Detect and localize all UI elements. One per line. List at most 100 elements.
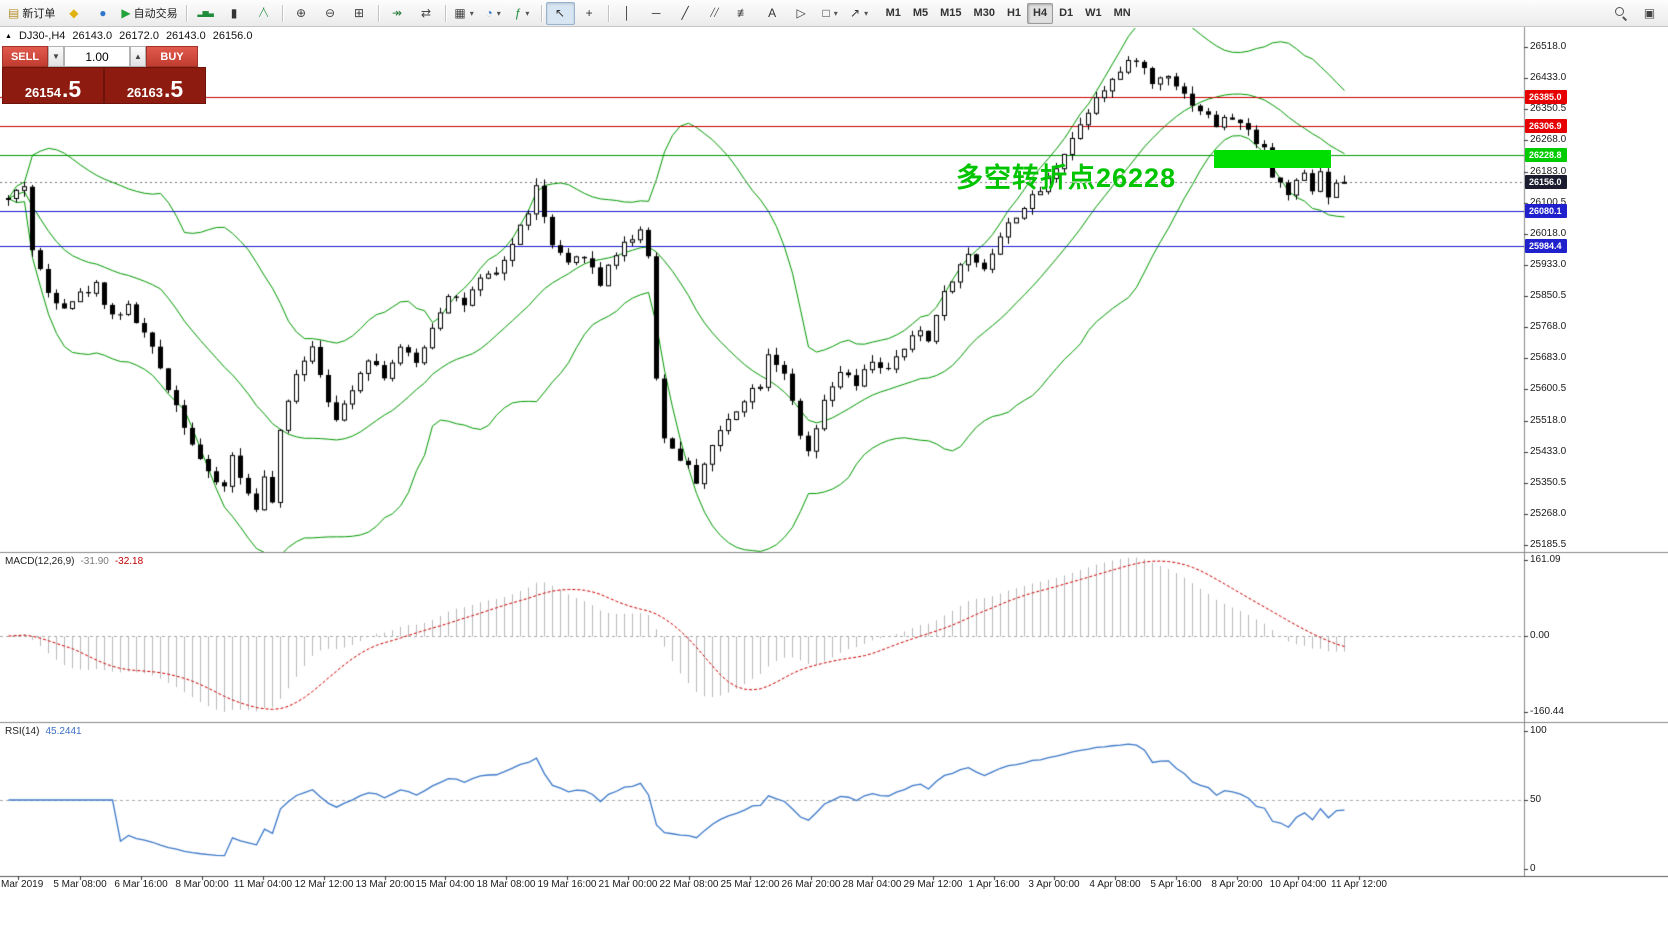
zoom-in-button[interactable]: ⊕	[287, 2, 316, 25]
macd-label: MACD(12,26,9) -31.90 -32.18	[5, 556, 143, 567]
cursor-button[interactable]: ↖	[545, 1, 575, 25]
vertical-line-button[interactable]: │	[613, 2, 642, 25]
crosshair-button[interactable]: +	[575, 2, 604, 25]
time-axis-label: 4 Apr 08:00	[1089, 879, 1141, 890]
search-button[interactable]	[1606, 2, 1635, 25]
new-chart-dropdown[interactable]: ▦ ▾	[450, 2, 479, 25]
trendline-button[interactable]: ╱	[671, 2, 700, 25]
hline-price-flag: 26306.9	[1525, 119, 1567, 133]
toolbar-separator	[540, 4, 542, 22]
timeframe-m30[interactable]: M30	[973, 7, 995, 19]
price-tick-label: 25850.5	[1530, 290, 1567, 301]
price-tick-label: 25350.5	[1530, 477, 1567, 488]
scroll-group: ↠ ⇄	[383, 2, 441, 25]
rsi-label: RSI(14) 45.2441	[5, 726, 82, 737]
ohlc-low: 26143.0	[165, 30, 206, 42]
ohlc-high: 26172.0	[119, 30, 159, 42]
market-button[interactable]: ●	[88, 2, 117, 25]
arrows-dropdown[interactable]: ↗ ▾	[845, 2, 874, 25]
price-tick-label: 25933.0	[1530, 259, 1567, 270]
panel-expander-icon[interactable]: ▲	[5, 32, 12, 40]
new-order-button[interactable]: ▤ 新订单	[4, 2, 59, 25]
text-button[interactable]: A	[758, 2, 787, 25]
autotrading-button[interactable]: ▶ 自动交易	[117, 2, 181, 25]
macd-axis-label: 161.09	[1530, 554, 1561, 565]
volume-increase-button[interactable]: ▲	[130, 46, 146, 67]
line-chart-icon: ╱╲	[259, 8, 268, 17]
sell-price-main: 26154	[24, 84, 61, 100]
highlight-rectangle[interactable]	[1214, 150, 1331, 168]
volume-input[interactable]	[64, 46, 130, 67]
timeframe-mn[interactable]: MN	[1113, 7, 1131, 19]
symbol-ohlc-bar: ▲ DJ30-,H4 26143.0 26172.0 26143.0 26156…	[5, 30, 252, 42]
toolbar-separator	[444, 4, 446, 22]
timeframe-m1[interactable]: M1	[885, 7, 901, 19]
time-axis-label: 10 Apr 04:00	[1269, 879, 1327, 890]
annotation-text[interactable]: 多空转折点26228	[956, 163, 1177, 193]
price-tick-label: 25268.0	[1530, 508, 1567, 519]
time-axis-label: 11 Mar 04:00	[233, 879, 293, 890]
new-order-icon: ▤	[8, 6, 20, 20]
hline-icon: ─	[651, 6, 661, 20]
sell-price-display[interactable]: 26154 .5	[2, 67, 104, 104]
timeframe-d1[interactable]: D1	[1059, 7, 1074, 19]
chevron-down-icon: ▾	[864, 8, 869, 18]
horizontal-line-button[interactable]: ─	[642, 2, 671, 25]
timeframe-h4[interactable]: H4	[1027, 2, 1054, 24]
text-icon: A	[768, 6, 777, 20]
candle-chart-icon: ▮	[230, 6, 238, 20]
sell-button[interactable]: SELL	[2, 46, 48, 67]
toolbar-separator	[607, 4, 609, 22]
price-tick-label: 26100.5	[1530, 197, 1567, 208]
shapes-dropdown[interactable]: □ ▾	[816, 2, 845, 25]
auto-scroll-button[interactable]: ↠	[383, 2, 412, 25]
timeframe-h1[interactable]: H1	[1006, 7, 1022, 19]
hline-price-flag: 26385.0	[1525, 90, 1567, 104]
editor-icon: ◆	[69, 6, 79, 20]
channel-icon: ╱╱	[710, 8, 719, 17]
time-axis-label: 28 Mar 04:00	[842, 879, 902, 890]
label-icon: ▷	[796, 6, 806, 20]
buy-button[interactable]: BUY	[146, 46, 198, 67]
timeframe-m5[interactable]: M5	[912, 7, 929, 19]
rsi-value: 45.2441	[45, 726, 82, 737]
price-tick-label: 25600.5	[1530, 383, 1567, 394]
time-axis-label: 3 Apr 00:00	[1028, 879, 1080, 890]
play-icon: ▶	[121, 6, 131, 20]
channel-button[interactable]: ╱╱	[700, 2, 729, 25]
indicators-dropdown[interactable]: ƒ ▾	[508, 2, 537, 25]
chart-shift-icon: ⇄	[421, 6, 432, 20]
timeframe-m15[interactable]: M15	[940, 7, 962, 19]
time-axis-label: 21 Mar 00:00	[598, 879, 658, 890]
label-button[interactable]: ▷	[787, 2, 816, 25]
hline-price-flag: 26228.8	[1525, 148, 1567, 162]
zoom-out-button[interactable]: ⊖	[316, 2, 345, 25]
volume-decrease-button[interactable]: ▼	[48, 46, 64, 67]
one-click-trading-panel: SELL ▼ ▲ BUY 26154 .5 26163 .5	[2, 46, 206, 104]
fibonacci-button[interactable]: ≢	[729, 2, 758, 25]
new-window-button[interactable]: ▣	[1635, 2, 1664, 25]
candle-chart-button[interactable]: ▮	[220, 2, 249, 25]
autotrading-button-label: 自动交易	[133, 8, 178, 20]
indicators-icon: ƒ	[514, 6, 522, 20]
zoom-out-icon: ⊖	[325, 6, 336, 20]
pointer-group: ↖ +	[545, 1, 604, 25]
time-axis-label: 1 Apr 16:00	[968, 879, 1020, 890]
buy-price-main: 26163	[126, 84, 163, 100]
line-chart-button[interactable]: ╱╲	[249, 2, 278, 25]
price-tick-label: 26350.5	[1530, 103, 1567, 114]
macd-axis-label: 0.00	[1530, 630, 1550, 641]
profiles-dropdown[interactable]: ◔ ▾	[479, 2, 508, 25]
bar-chart-button[interactable]: ▂▅▃	[191, 2, 220, 25]
metaeditor-button[interactable]: ◆	[59, 2, 88, 25]
tile-windows-button[interactable]: ⊞	[345, 2, 374, 25]
buy-price-display[interactable]: 26163 .5	[104, 67, 206, 104]
time-axis-label: 25 Mar 12:00	[720, 879, 780, 890]
zoom-group: ⊕ ⊖ ⊞	[287, 2, 374, 25]
new-order-button-label: 新订单	[22, 8, 56, 20]
time-axis-label: 19 Mar 16:00	[537, 879, 597, 890]
chart-shift-button[interactable]: ⇄	[412, 2, 441, 25]
timeframe-w1[interactable]: W1	[1085, 7, 1102, 19]
